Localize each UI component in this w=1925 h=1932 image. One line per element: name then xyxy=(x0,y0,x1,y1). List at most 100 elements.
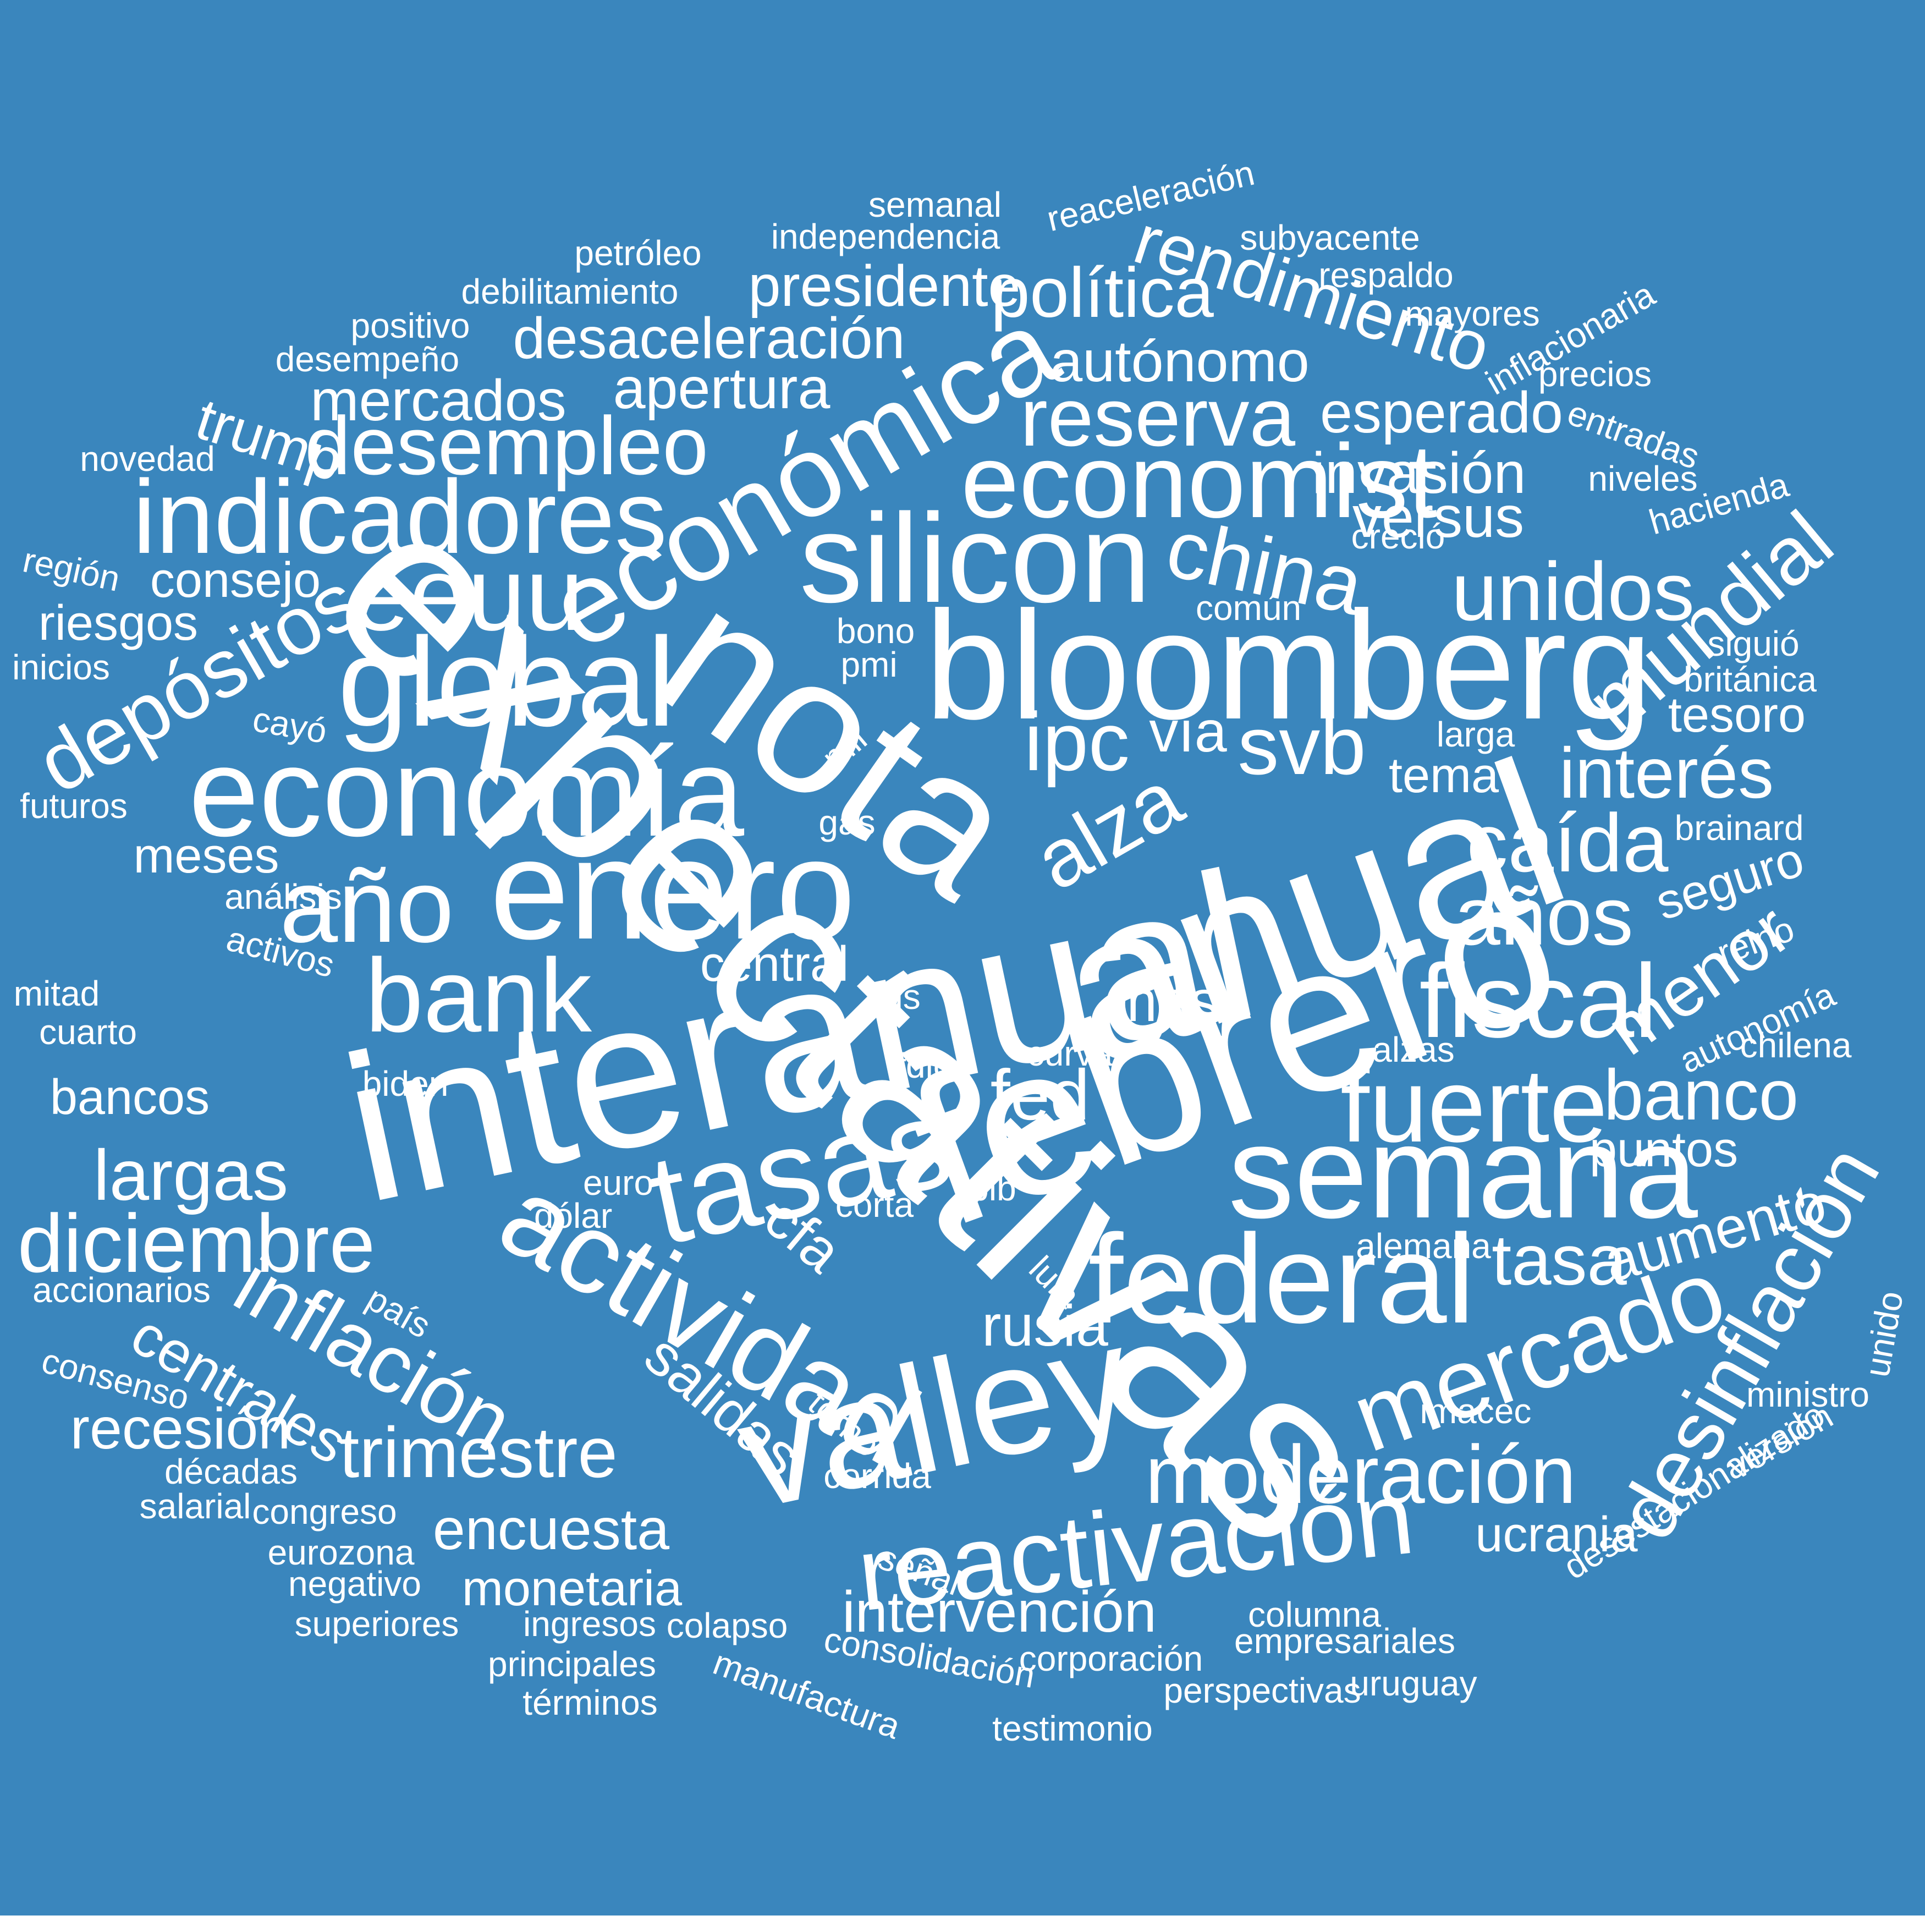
word-140: negativo xyxy=(288,1564,421,1604)
word-70: año xyxy=(279,848,454,964)
word-144: superiores xyxy=(294,1604,459,1644)
word-55: svb xyxy=(1238,699,1366,792)
word-96: semana xyxy=(1228,1098,1698,1245)
word-126: recesión xyxy=(70,1396,291,1461)
word-123: ministro xyxy=(1746,1375,1870,1414)
word-142: intervención xyxy=(842,1579,1157,1644)
word-150: principales xyxy=(488,1644,656,1684)
word-61: futuros xyxy=(20,786,128,826)
word-110: tasa xyxy=(1492,1220,1627,1300)
word-13: política xyxy=(991,254,1214,332)
word-42: bono xyxy=(836,611,915,651)
word-83: mes xyxy=(1108,969,1219,1034)
word-12: desaceleración xyxy=(513,306,905,371)
word-5: respaldo xyxy=(1318,255,1454,295)
word-45: global xyxy=(338,611,675,753)
word-81: bank xyxy=(365,937,592,1054)
word-103: dólar xyxy=(534,1196,613,1236)
word-82: fiscal xyxy=(1419,943,1658,1060)
word-48: pmi xyxy=(840,645,898,684)
word-111: accionarios xyxy=(32,1270,211,1310)
word-66: meses xyxy=(133,828,279,883)
word-60: tema xyxy=(1388,748,1499,803)
word-102: corta xyxy=(835,1185,914,1225)
word-73: años xyxy=(1454,870,1634,962)
word-10: mayores xyxy=(1405,294,1540,333)
word-68: enero xyxy=(490,810,856,969)
word-23: desempleo xyxy=(305,399,708,492)
word-59: economía xyxy=(188,721,745,863)
word-8: debilitamiento xyxy=(461,272,679,311)
word-99: puntos xyxy=(1589,1122,1739,1177)
word-46: bloomberg xyxy=(925,580,1653,751)
word-101: pib xyxy=(969,1168,1016,1208)
word-132: corrida xyxy=(823,1456,931,1496)
word-107: alemana xyxy=(1356,1226,1491,1266)
word-32: creció xyxy=(1351,517,1445,556)
word-137: ucrania xyxy=(1475,1507,1638,1562)
word-97: largas xyxy=(93,1135,289,1215)
word-125: imacec xyxy=(1420,1391,1532,1431)
word-47: inicios xyxy=(12,647,110,687)
word-37: eeuu xyxy=(351,536,584,652)
word-130: décadas xyxy=(164,1452,298,1491)
word-118: rusia xyxy=(982,1293,1108,1358)
word-95: banco xyxy=(1603,1055,1799,1135)
word-15: desempeño xyxy=(275,339,460,379)
word-17: apertura xyxy=(613,356,831,421)
word-138: eurozona xyxy=(267,1533,415,1572)
word-87: alzas xyxy=(1372,1030,1455,1069)
word-19: esperado xyxy=(1319,380,1564,445)
word-115: unido xyxy=(1856,1288,1911,1380)
word-43: siguió xyxy=(1707,624,1800,663)
word-141: monetaria xyxy=(461,1561,683,1616)
word-53: vía xyxy=(1149,699,1227,764)
word-2: independencia xyxy=(771,217,1000,256)
word-91: fed xyxy=(990,1055,1090,1135)
word-104: diciembre xyxy=(17,1197,376,1289)
word-100: euro xyxy=(582,1163,654,1203)
word-31: versus xyxy=(1352,485,1525,550)
word-14: precios xyxy=(1538,354,1652,394)
word-129: trimestre xyxy=(339,1412,618,1492)
word-109: federal xyxy=(1088,1208,1475,1349)
word-27: niveles xyxy=(1588,459,1698,498)
word-62: gas xyxy=(818,803,876,842)
word-51: tesoro xyxy=(1668,688,1806,743)
word-143: columna xyxy=(1248,1595,1381,1634)
word-41: riesgos xyxy=(38,596,199,651)
word-26: invasión xyxy=(1312,441,1526,506)
word-149: corporación xyxy=(1019,1639,1203,1678)
word-90: biden xyxy=(362,1064,449,1104)
word-18: reserva xyxy=(1020,371,1296,463)
word-33: silicon xyxy=(799,487,1151,629)
word-4: petróleo xyxy=(574,233,702,273)
word-134: congreso xyxy=(252,1492,397,1532)
word-155: testimonio xyxy=(992,1709,1153,1748)
word-79: us xyxy=(883,977,921,1017)
word-148: empresariales xyxy=(1234,1621,1455,1661)
word-58: interés xyxy=(1559,733,1774,813)
word-25: novedad xyxy=(80,439,215,479)
word-38: unidos xyxy=(1451,545,1695,638)
word-135: encuesta xyxy=(432,1497,670,1562)
word-36: consejo xyxy=(150,553,321,608)
word-78: mitad xyxy=(13,974,100,1013)
word-152: perspectivas xyxy=(1163,1671,1361,1710)
word-16: autónomo xyxy=(1050,329,1310,394)
word-57: ipc xyxy=(1024,695,1130,788)
word-28: economist xyxy=(961,423,1437,540)
word-56: larga xyxy=(1436,715,1515,754)
word-94: bancos xyxy=(50,1070,210,1125)
word-84: cuarto xyxy=(39,1012,137,1052)
word-11: positivo xyxy=(350,306,470,345)
word-30: indicadores xyxy=(133,459,667,575)
word-146: colapso xyxy=(666,1606,788,1645)
word-93: fuerte xyxy=(1340,1047,1608,1164)
word-131: moderación xyxy=(1145,1428,1576,1521)
word-133: salarial xyxy=(139,1486,251,1526)
word-153: uruguay xyxy=(1350,1664,1477,1703)
word-88: fdic xyxy=(896,1046,951,1085)
word-7: presidente xyxy=(748,254,1021,319)
